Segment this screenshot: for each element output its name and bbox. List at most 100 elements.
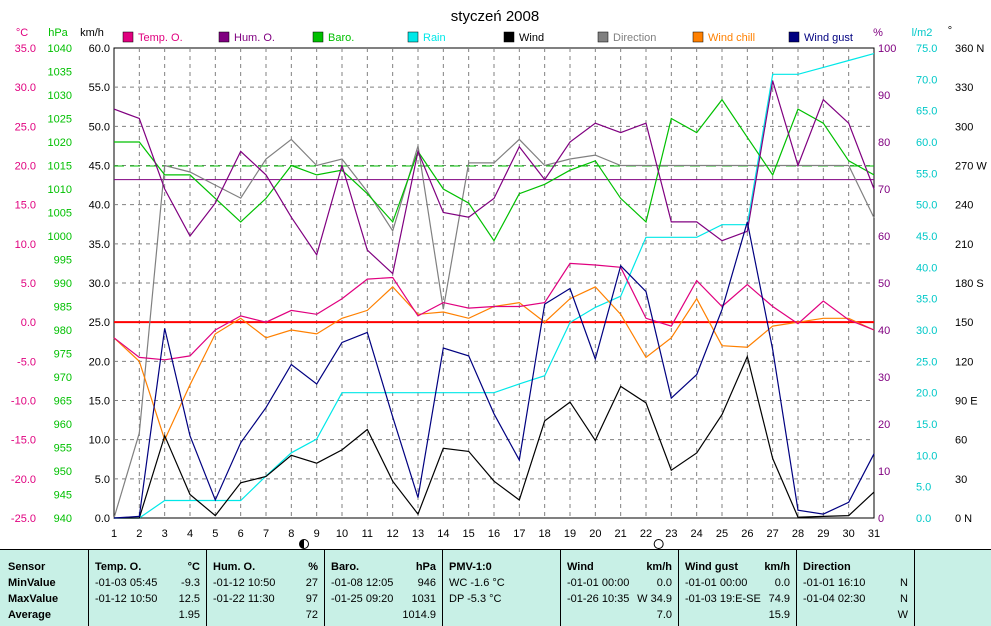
rain-axis-tick: 30.0 [916, 325, 937, 337]
temp-header: Temp. O. [95, 561, 142, 573]
x-tick-label: 7 [263, 528, 269, 540]
x-tick-label: 31 [868, 528, 880, 540]
row-label-min: MinValue [8, 577, 56, 589]
x-tick-label: 18 [539, 528, 551, 540]
x-tick-label: 23 [665, 528, 677, 540]
x-tick-label: 11 [362, 528, 373, 540]
legend-swatch [407, 31, 419, 43]
baro-axis-tick: 1035 [48, 67, 72, 79]
pmv-dew-point: DP -5.3 °C [449, 593, 502, 605]
wind-unit: km/h [646, 561, 672, 573]
baro-axis-tick: 1015 [48, 161, 72, 173]
dir-axis-tick: 150 [955, 317, 973, 329]
x-tick-label: 9 [314, 528, 320, 540]
x-tick-label: 16 [488, 528, 500, 540]
hum-axis-tick: 90 [878, 90, 890, 102]
series-line-wind-gust [113, 221, 875, 519]
gust-min-time: -01-01 00:00 [685, 577, 748, 589]
baro-axis-tick: 1020 [48, 137, 72, 149]
wind-axis-tick: 15.0 [89, 396, 110, 408]
dir-axis-tick: 30 [955, 474, 967, 486]
wind-axis-tick: 20.0 [89, 356, 110, 368]
hum-max-time: -01-22 11:30 [213, 593, 275, 605]
dir-max-value: N [900, 593, 908, 605]
baro-axis-tick: 985 [54, 302, 72, 314]
x-tick-label: 17 [513, 528, 525, 540]
temp-axis-tick: 25.0 [15, 121, 36, 133]
gust-max-value: 74.9 [768, 593, 790, 605]
temp-average: 1.95 [178, 609, 200, 621]
hum-axis-tick: 50 [878, 278, 890, 290]
summary-temp-column: Temp. O. °C -01-03 05:45 -9.3 -01-12 10:… [88, 550, 206, 626]
rain-axis-tick: 45.0 [916, 231, 937, 243]
dir-max-time: -01-04 02:30 [803, 593, 866, 605]
x-tick-label: 24 [691, 528, 703, 540]
baro-axis-tick: 970 [54, 372, 72, 384]
temp-axis-tick: -10.0 [11, 396, 36, 408]
hum-max-value: 97 [305, 593, 318, 605]
gust-max-time: -01-03 19:E-SE [685, 593, 761, 605]
x-tick-label: 1 [111, 528, 117, 540]
summary-pmv-column: PMV-1:0 WC -1.6 °C DP -5.3 °C [442, 550, 560, 626]
summary-gust-column: Wind gust km/h -01-01 00:00 0.0 -01-03 1… [678, 550, 796, 626]
gust-header: Wind gust [685, 561, 739, 573]
legend-label: Wind gust [804, 32, 853, 44]
hum-axis-tick: 70 [878, 184, 890, 196]
dir-axis-tick: 300 [955, 121, 973, 133]
baro-axis-unit: hPa [48, 27, 68, 39]
rain-axis-tick: 35.0 [916, 294, 937, 306]
row-label-average: Average [8, 609, 52, 621]
moon-phase-shade [299, 539, 304, 549]
baro-axis-tick: 1025 [48, 114, 72, 126]
hum-average: 72 [305, 609, 318, 621]
baro-axis-tick: 950 [54, 466, 72, 478]
summary-hum-column: Hum. O. % -01-12 10:50 27 -01-22 11:30 9… [206, 550, 324, 626]
legend-swatch [503, 31, 515, 43]
summary-empty-column [914, 550, 991, 626]
baro-min-time: -01-08 12:05 [331, 577, 394, 589]
hum-axis-tick: 30 [878, 372, 890, 384]
pmv-header: PMV-1:0 [449, 561, 492, 573]
baro-average: 1014.9 [402, 609, 436, 621]
summary-table: Sensor MinValue MaxValue Average Temp. O… [0, 549, 991, 626]
wind-axis-tick: 25.0 [89, 317, 110, 329]
x-tick-label: 6 [238, 528, 244, 540]
hum-axis-tick: 80 [878, 137, 890, 149]
baro-axis-tick: 1030 [48, 90, 72, 102]
x-tick-label: 27 [767, 528, 779, 540]
baro-axis-tick: 960 [54, 419, 72, 431]
x-tick-label: 14 [437, 528, 449, 540]
pmv-wind-chill: WC -1.6 °C [449, 577, 505, 589]
hum-unit: % [308, 561, 318, 573]
wind-axis-tick: 0.0 [95, 513, 110, 525]
dir-axis-unit: ° [948, 25, 952, 37]
dir-axis-tick: 330 [955, 82, 973, 94]
temp-axis-tick: 35.0 [15, 43, 36, 55]
legend-label: Direction [613, 32, 656, 44]
dir-average: W [897, 609, 908, 621]
wind-min-value: 0.0 [656, 577, 672, 589]
dir-axis-tick: 90 E [955, 396, 978, 408]
dir-axis-tick: 270 W [955, 161, 987, 173]
baro-max-value: 1031 [411, 593, 436, 605]
legend-label: Wind [519, 32, 544, 44]
temp-axis-tick: -5.0 [17, 356, 36, 368]
rain-axis-tick: 15.0 [916, 419, 937, 431]
baro-min-value: 946 [417, 577, 436, 589]
legend-swatch [218, 31, 230, 43]
x-tick-label: 29 [817, 528, 829, 540]
series-line-wind [114, 354, 875, 519]
summary-baro-column: Baro. hPa -01-08 12:05 946 -01-25 09:20 … [324, 550, 442, 626]
rain-axis-tick: 55.0 [916, 168, 937, 180]
baro-axis-tick: 1010 [48, 184, 72, 196]
x-tick-label: 8 [288, 528, 294, 540]
wind-max-time: -01-26 10:35 [567, 593, 630, 605]
temp-min-time: -01-03 05:45 [95, 577, 158, 589]
legend-label: Temp. O. [138, 32, 183, 44]
temp-min-value: -9.3 [181, 577, 200, 589]
legend-swatch [692, 31, 704, 43]
x-tick-label: 25 [716, 528, 728, 540]
dir-axis-tick: 210 [955, 239, 973, 251]
rain-axis-tick: 25.0 [916, 356, 937, 368]
x-tick-label: 21 [615, 528, 627, 540]
